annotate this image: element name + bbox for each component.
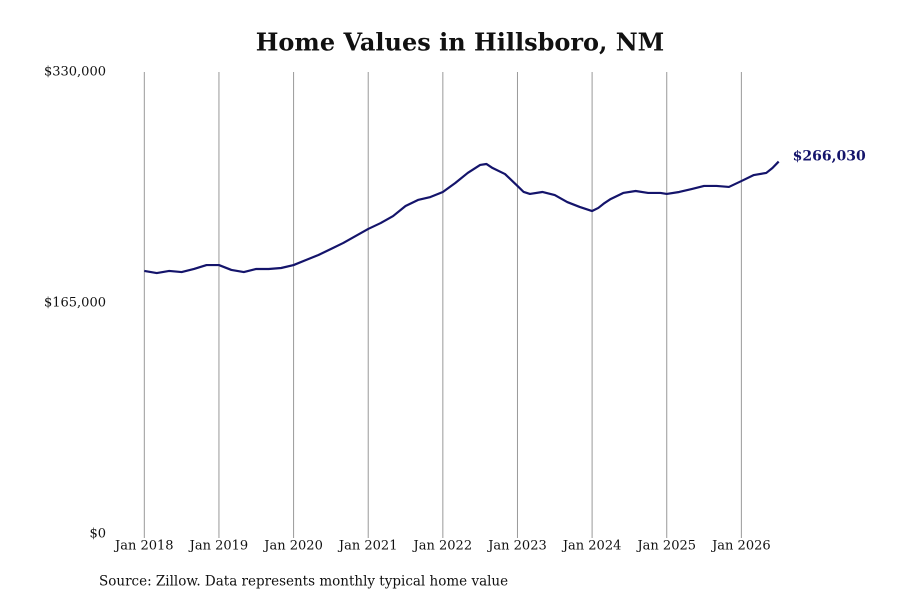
- y-tick-label: $330,000: [44, 65, 106, 80]
- x-tick-label: Jan 2023: [486, 539, 547, 554]
- x-tick-label: Jan 2019: [188, 539, 249, 554]
- y-tick-label: $165,000: [44, 296, 106, 311]
- x-tick-label: Jan 2021: [337, 539, 398, 554]
- chart-title: Home Values in Hillsboro, NM: [256, 28, 665, 57]
- line-series: [144, 160, 780, 275]
- x-tick-label: Jan 2020: [262, 539, 323, 554]
- end-value-label: $266,030: [793, 149, 866, 165]
- x-tick-label: Jan 2024: [561, 539, 622, 554]
- x-tick-label: Jan 2025: [635, 539, 696, 554]
- source-note: Source: Zillow. Data represents monthly …: [99, 574, 508, 590]
- x-tick-label: Jan 2018: [113, 539, 174, 554]
- y-tick-label: $0: [89, 527, 106, 542]
- x-tick-label: Jan 2022: [412, 539, 473, 554]
- x-tick-label: Jan 2026: [710, 539, 771, 554]
